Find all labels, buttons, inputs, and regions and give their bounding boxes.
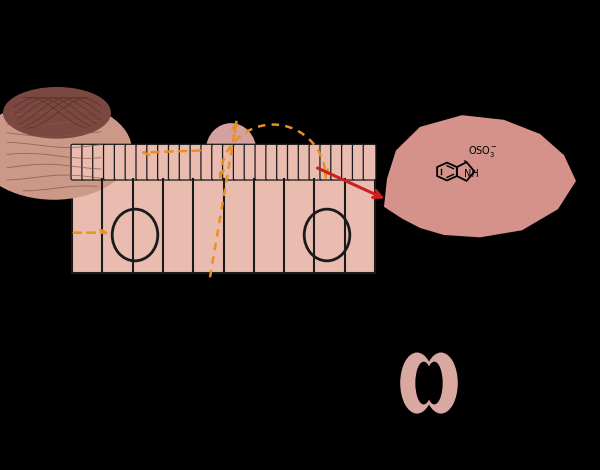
FancyBboxPatch shape [287,144,300,180]
FancyBboxPatch shape [341,144,354,180]
FancyBboxPatch shape [169,144,181,180]
FancyBboxPatch shape [158,144,170,180]
Ellipse shape [426,362,443,404]
FancyBboxPatch shape [82,144,95,180]
FancyBboxPatch shape [136,144,149,180]
FancyBboxPatch shape [277,144,289,180]
Ellipse shape [0,101,132,200]
FancyBboxPatch shape [233,144,246,180]
FancyBboxPatch shape [147,144,160,180]
Ellipse shape [3,87,111,139]
FancyBboxPatch shape [352,144,365,180]
Bar [72,179,375,273]
FancyBboxPatch shape [320,144,332,180]
FancyBboxPatch shape [255,144,268,180]
FancyBboxPatch shape [331,144,343,180]
FancyBboxPatch shape [201,144,214,180]
FancyBboxPatch shape [104,144,116,180]
FancyBboxPatch shape [179,144,192,180]
FancyBboxPatch shape [212,144,224,180]
FancyBboxPatch shape [71,144,84,180]
FancyBboxPatch shape [298,144,311,180]
FancyBboxPatch shape [115,144,127,180]
Ellipse shape [400,352,434,414]
FancyBboxPatch shape [244,144,257,180]
FancyBboxPatch shape [266,144,278,180]
Ellipse shape [206,123,256,178]
Ellipse shape [424,352,458,414]
FancyBboxPatch shape [125,144,138,180]
FancyBboxPatch shape [363,144,376,180]
Text: OSO$_3^-$: OSO$_3^-$ [468,144,498,158]
FancyBboxPatch shape [223,144,235,180]
Polygon shape [384,115,576,237]
FancyBboxPatch shape [190,144,203,180]
Ellipse shape [415,362,432,404]
FancyBboxPatch shape [93,144,106,180]
FancyBboxPatch shape [309,144,322,180]
Text: NH: NH [464,169,479,179]
